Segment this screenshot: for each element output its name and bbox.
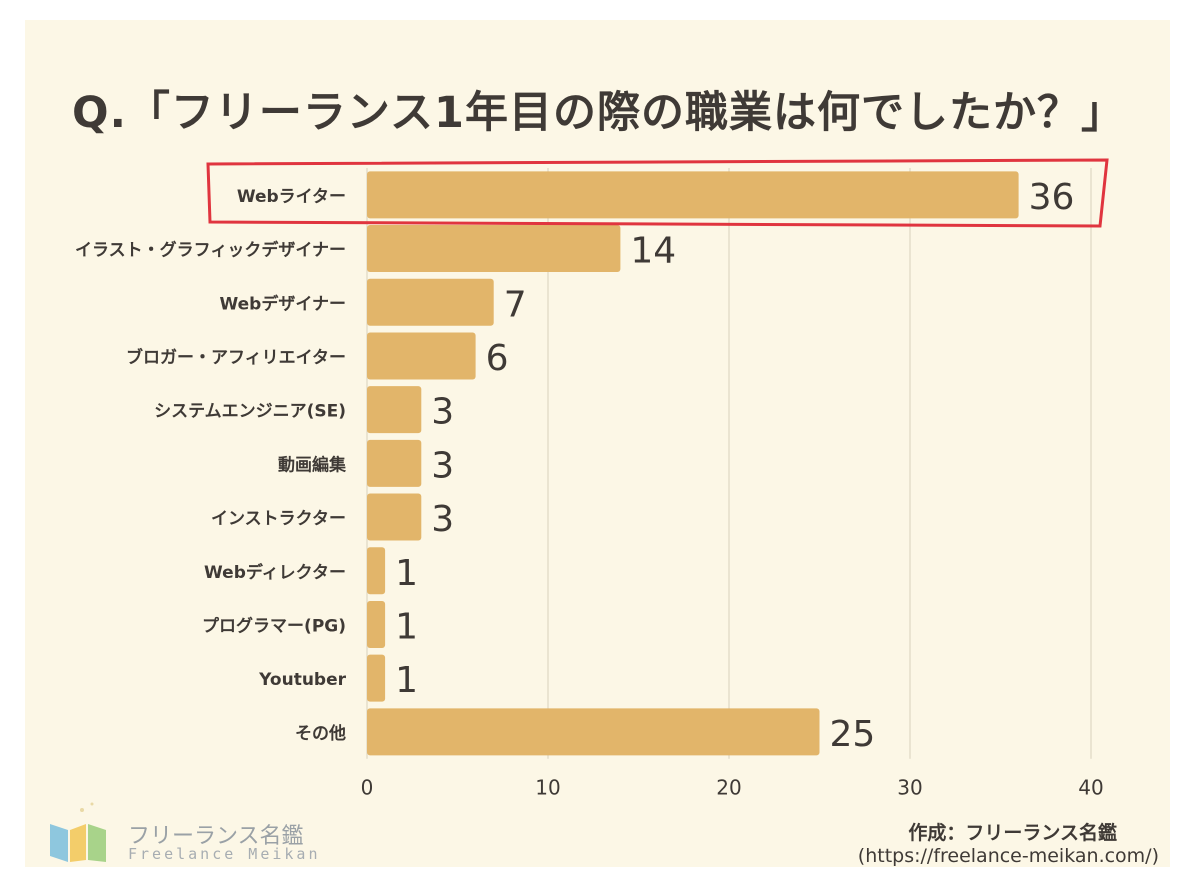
category-label: インストラクター	[211, 509, 346, 529]
highlight-box	[206, 158, 1109, 228]
bar	[367, 439, 422, 487]
category-label: プログラマー(PG)	[202, 615, 346, 636]
data-label: 1	[395, 606, 418, 647]
category-label: ブロガー・アフィリエイター	[126, 347, 346, 368]
bar	[367, 493, 422, 541]
data-label: 3	[431, 392, 454, 433]
x-tick-label: 40	[1078, 776, 1103, 800]
category-label: システムエンジニア(SE)	[154, 402, 346, 422]
data-label: 3	[431, 499, 454, 540]
credit-url: (https://freelance-meikan.com/)	[857, 845, 1159, 867]
category-label: Webライター	[237, 187, 346, 207]
bar	[367, 278, 494, 326]
bar	[367, 171, 1019, 219]
data-label: 3	[431, 445, 454, 486]
category-label: Webデザイナー	[219, 293, 346, 314]
bar	[367, 547, 386, 595]
data-label: 6	[486, 338, 509, 379]
data-label: 36	[1029, 177, 1075, 218]
bar	[367, 654, 386, 702]
logo-name: フリーランス名鑑	[128, 824, 304, 849]
x-tick-label: 20	[716, 776, 741, 800]
book-logo-icon	[50, 802, 106, 862]
data-label: 25	[830, 714, 876, 755]
credit-text: 作成：フリーランス名鑑	[908, 822, 1117, 844]
data-label: 1	[395, 553, 418, 594]
x-tick-label: 0	[361, 776, 374, 800]
bar	[367, 708, 820, 756]
bar	[367, 225, 621, 273]
logo-subtitle: Freelance Meikan	[128, 845, 321, 863]
bar	[367, 600, 386, 648]
chart-title: Q.「フリーランス1年目の際の職業は何でしたか？」	[72, 88, 1125, 138]
data-label: 7	[504, 284, 527, 325]
category-label: その他	[295, 723, 346, 744]
x-tick-label: 10	[535, 776, 560, 800]
category-label: Youtuber	[258, 670, 346, 690]
category-label: イラスト・グラフィックデザイナー	[75, 240, 346, 261]
category-label: Webディレクター	[204, 562, 346, 583]
x-tick-label: 30	[897, 776, 922, 800]
bar	[367, 332, 476, 380]
logo: フリーランス名鑑 Freelance Meikan	[46, 800, 318, 867]
bar	[367, 386, 422, 434]
data-label: 14	[630, 231, 676, 272]
data-label: 1	[395, 660, 418, 701]
category-label: 動画編集	[278, 454, 347, 475]
